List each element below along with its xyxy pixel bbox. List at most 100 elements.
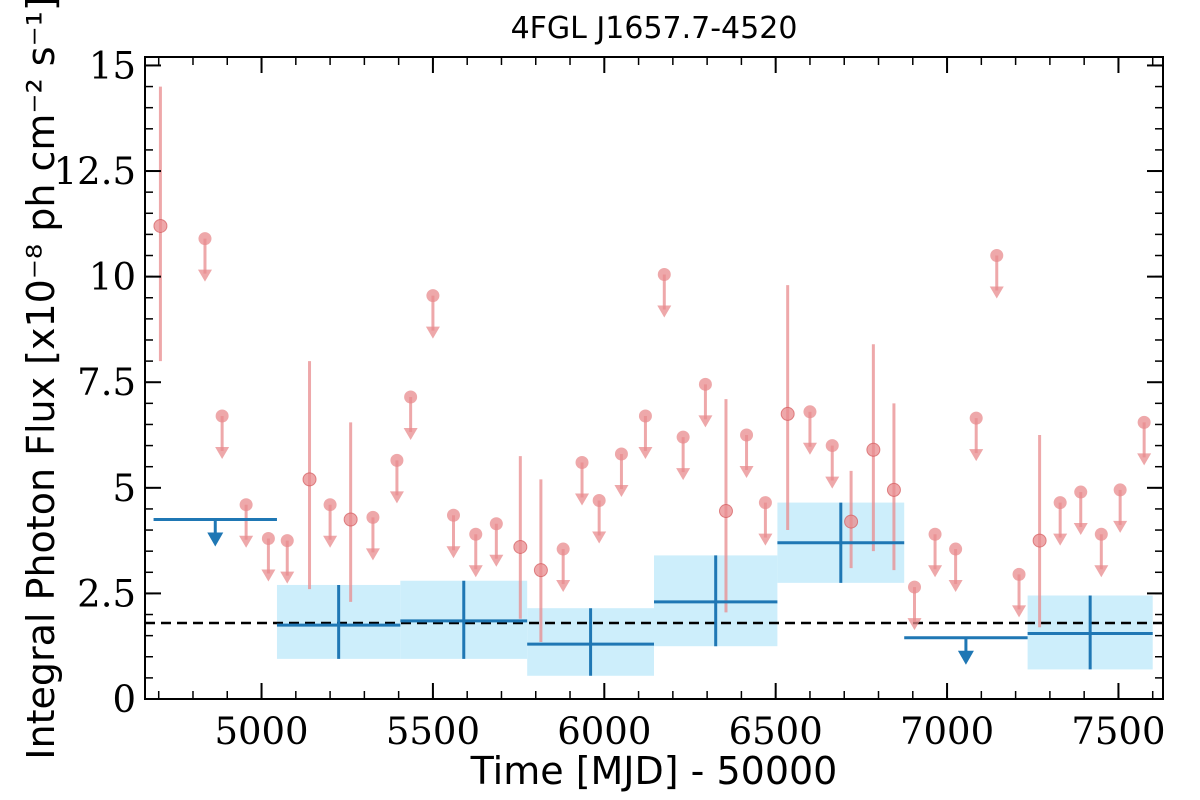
short-bin-ul-arrow	[592, 531, 607, 544]
short-bin-ul-point	[657, 268, 671, 282]
short-bin-ul-point	[740, 428, 754, 442]
short-bin-ul-arrow	[556, 580, 571, 593]
short-bin-ul-arrow	[907, 618, 922, 631]
short-bin-ul-arrow	[323, 535, 338, 548]
short-bin-ul-arrow	[928, 565, 943, 578]
short-bin-point	[533, 563, 548, 578]
short-bin-ul-point	[907, 580, 921, 594]
short-bin-ul-point	[404, 390, 418, 404]
axis-ticks-layer: 5000 5500 6000 6500 7000 7500 0 2.5 5 7.5 10 12.5 15	[54, 44, 1166, 753]
short-bin-ul-arrow	[614, 485, 629, 498]
short-bin-ul-point	[366, 510, 380, 524]
short-bin-ul-arrow	[989, 286, 1004, 299]
short-bin-ul-arrow	[948, 580, 963, 593]
short-bin-ul-arrow	[739, 466, 754, 479]
short-bin-ul-arrow	[280, 571, 295, 584]
y-tick-label: 0	[112, 678, 136, 721]
long-bin-ul-arrow	[207, 532, 224, 547]
short-bin-ul-arrow	[261, 569, 276, 582]
short-bin-ul-arrow	[197, 269, 212, 282]
short-bin-ul-point	[1113, 483, 1127, 497]
short-bin-ul-arrow	[758, 533, 773, 546]
short-bin-ul-point	[928, 527, 942, 541]
short-bin-point	[780, 406, 795, 421]
short-bin-ul-point	[1053, 496, 1067, 510]
short-bin-ul-point	[390, 453, 404, 467]
short-bin-point	[844, 514, 859, 529]
short-bin-ul-arrow	[825, 476, 840, 489]
short-bin-ul-point	[758, 496, 772, 510]
short-bin-ul-point	[614, 447, 628, 461]
y-tick-label: 7.5	[77, 361, 136, 404]
short-bin-point	[866, 442, 881, 457]
short-bin-ul-arrow	[239, 535, 254, 548]
short-bin-ul-arrow	[489, 554, 504, 567]
short-bin-ul-point	[949, 542, 963, 556]
x-tick-label: 6000	[557, 710, 651, 753]
short-bin-ul-arrow	[215, 447, 230, 460]
short-bin-ul-point	[575, 455, 589, 469]
short-bin-ul-arrow	[1094, 565, 1109, 578]
short-bin-point	[718, 504, 733, 519]
short-bin-point	[302, 472, 317, 487]
short-bin-ul-arrow	[1073, 523, 1088, 536]
short-bin-ul-arrow	[802, 442, 817, 455]
short-bin-ul-arrow	[676, 468, 691, 481]
short-bin-ul-point	[1012, 567, 1026, 581]
short-bin-ul-point	[1094, 527, 1108, 541]
short-bin-ul-point	[638, 409, 652, 423]
short-bin-ul-point	[469, 527, 483, 541]
short-bin-ul-point	[698, 377, 712, 391]
y-tick-label: 12.5	[54, 150, 136, 193]
short-bin-ul-arrow	[1053, 533, 1068, 546]
short-bin-ul-point	[1137, 415, 1151, 429]
short-bin-point	[1032, 533, 1047, 548]
long-bin-ul-arrow	[957, 650, 974, 665]
x-axis-label: Time [MJD] - 50000	[470, 749, 838, 793]
short-bin-ul-arrow	[365, 548, 380, 561]
long-bin-layer	[153, 502, 1153, 676]
short-bin-ul-arrow	[468, 565, 483, 578]
short-bin-ul-arrow	[969, 449, 984, 462]
x-tick-label: 6500	[729, 710, 823, 753]
short-bin-ul-point	[990, 249, 1004, 263]
short-bin-ul-arrow	[1012, 605, 1027, 618]
short-bin-ul-arrow	[1137, 453, 1152, 466]
short-bin-ul-point	[239, 498, 253, 512]
short-bin-ul-point	[592, 493, 606, 507]
short-bin-ul-point	[198, 232, 212, 246]
short-bin-ul-point	[825, 439, 839, 453]
short-bin-ul-point	[280, 534, 294, 548]
short-bin-ul-arrow	[657, 305, 672, 318]
short-bin-point	[153, 218, 168, 233]
short-bin-layer	[153, 86, 1152, 642]
plot-frame	[144, 56, 1164, 700]
x-tick-label: 5500	[386, 710, 480, 753]
short-bin-ul-arrow	[446, 546, 461, 559]
short-bin-point	[343, 512, 358, 527]
y-tick-label: 15	[89, 44, 136, 87]
short-bin-ul-arrow	[638, 447, 653, 460]
y-tick-label: 10	[89, 256, 136, 299]
short-bin-ul-arrow	[1113, 520, 1128, 533]
chart-title: 4FGL J1657.7-4520	[511, 11, 798, 46]
short-bin-ul-point	[676, 430, 690, 444]
x-tick-label: 7500	[1071, 710, 1165, 753]
short-bin-ul-point	[556, 542, 570, 556]
short-bin-ul-point	[969, 411, 983, 425]
y-tick-label: 2.5	[77, 572, 136, 615]
short-bin-ul-point	[215, 409, 229, 423]
short-bin-ul-point	[1074, 485, 1088, 499]
x-tick-label: 5000	[214, 710, 308, 753]
short-bin-ul-arrow	[698, 415, 713, 428]
short-bin-ul-arrow	[425, 326, 440, 339]
short-bin-ul-arrow	[389, 491, 404, 504]
short-bin-ul-arrow	[403, 428, 418, 441]
short-bin-point	[886, 482, 901, 497]
short-bin-ul-point	[426, 289, 440, 303]
y-axis-label: Integral Photon Flux [x10⁻⁸ ph cm⁻² s⁻¹]	[19, 0, 63, 760]
short-bin-point	[513, 539, 528, 554]
short-bin-ul-arrow	[575, 493, 590, 506]
x-tick-label: 7000	[900, 710, 994, 753]
